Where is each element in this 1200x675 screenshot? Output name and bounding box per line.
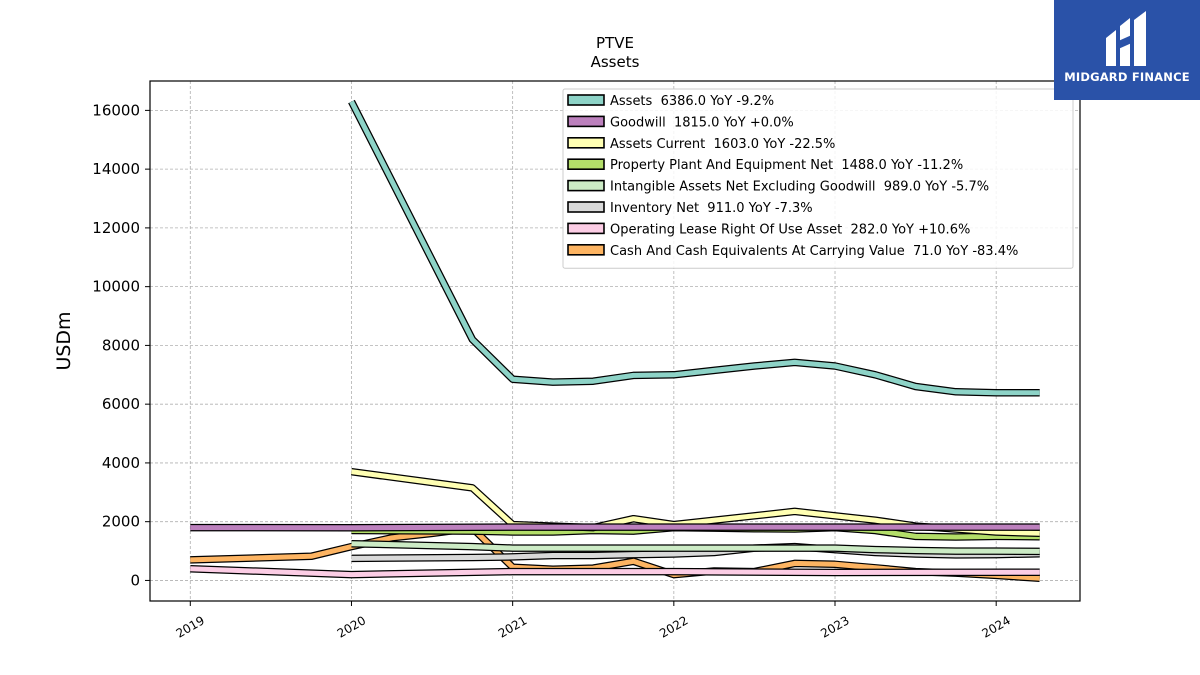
legend-swatch bbox=[567, 244, 605, 256]
series-line bbox=[351, 541, 1040, 554]
legend-label: Assets 6386.0 YoY -9.2% bbox=[610, 94, 774, 109]
y-tick-label: 6000 bbox=[102, 395, 140, 413]
y-tick-label: 4000 bbox=[102, 454, 140, 472]
legend-box bbox=[562, 88, 1074, 269]
y-axis-label: USDm bbox=[53, 311, 75, 370]
logo-text: MIDGARD FINANCE bbox=[1064, 70, 1190, 84]
y-tick-label: 8000 bbox=[102, 336, 140, 354]
y-tick-label: 14000 bbox=[92, 160, 140, 178]
midgard-finance-logo: MIDGARD FINANCE bbox=[1054, 0, 1200, 100]
x-tick-label: 2023 bbox=[818, 613, 851, 640]
y-tick-label: 2000 bbox=[102, 513, 140, 531]
chart-title: PTVE bbox=[596, 34, 634, 52]
legend-label: Goodwill 1815.0 YoY +0.0% bbox=[610, 115, 794, 130]
series-line bbox=[190, 524, 1040, 531]
legend-swatch bbox=[567, 94, 605, 106]
series-line bbox=[349, 100, 1040, 396]
series-line bbox=[190, 566, 1040, 578]
x-tick-label: 2021 bbox=[496, 613, 529, 640]
logo-mark-icon bbox=[1106, 11, 1146, 66]
legend-swatch bbox=[567, 222, 605, 235]
legend-swatch bbox=[567, 137, 605, 149]
legend-label: Intangible Assets Net Excluding Goodwill… bbox=[610, 180, 989, 195]
y-tick-label: 12000 bbox=[92, 219, 140, 237]
x-tick-label: 2022 bbox=[657, 613, 690, 640]
chart-subtitle: Assets bbox=[591, 53, 640, 71]
legend: Assets 6386.0 YoY -9.2% Goodwill 1815.0 Y… bbox=[562, 88, 1074, 269]
series-lines bbox=[190, 99, 1040, 583]
legend-label: Cash And Cash Equivalents At Carrying Va… bbox=[610, 244, 1018, 259]
x-tick-label: 2020 bbox=[335, 613, 368, 640]
legend-swatch bbox=[567, 158, 605, 170]
legend-label: Assets Current 1603.0 YoY -22.5% bbox=[610, 137, 835, 152]
plot-frame bbox=[149, 80, 1081, 602]
x-tick-label: 2024 bbox=[979, 613, 1012, 640]
x-tick-label: 2019 bbox=[174, 613, 207, 640]
legend-swatch bbox=[567, 179, 605, 192]
y-tick-label: 10000 bbox=[92, 278, 140, 296]
legend-label: Inventory Net 911.0 YoY -7.3% bbox=[610, 201, 813, 216]
legend-swatch bbox=[567, 115, 605, 128]
legend-label: Operating Lease Right Of Use Asset 282.0… bbox=[610, 222, 970, 237]
y-tick-label: 16000 bbox=[92, 101, 140, 119]
legend-label: Property Plant And Equipment Net 1488.0 … bbox=[610, 158, 963, 173]
y-tick-label: 0 bbox=[130, 571, 140, 589]
legend-swatch bbox=[567, 201, 605, 213]
